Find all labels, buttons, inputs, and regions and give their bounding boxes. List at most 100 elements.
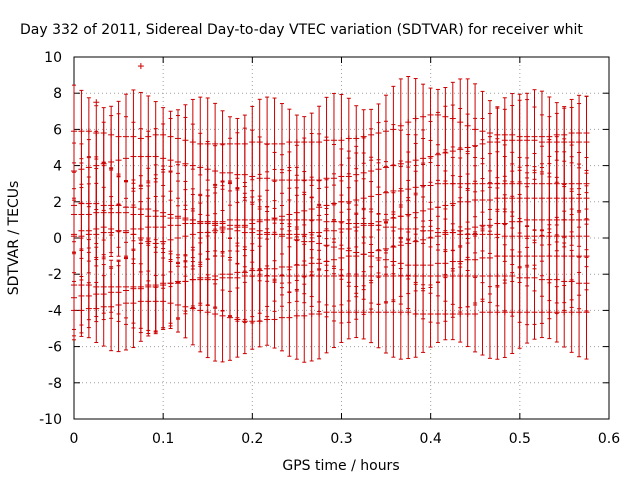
- data-point: [234, 274, 241, 281]
- data-point: [457, 273, 464, 280]
- data-point: [486, 139, 493, 146]
- data-point: [516, 274, 523, 281]
- y-tick-label: 2: [53, 195, 62, 211]
- error-bar: [101, 162, 106, 241]
- data-point: [212, 218, 219, 225]
- data-point: [494, 273, 501, 280]
- data-point: [301, 231, 308, 238]
- data-point: [330, 137, 337, 144]
- data-point: [278, 216, 285, 223]
- data-point: [256, 216, 263, 223]
- data-series: [71, 63, 590, 363]
- data-point: [375, 222, 382, 229]
- data-point: [390, 273, 397, 280]
- data-point: [486, 309, 493, 316]
- data-point: [226, 216, 233, 223]
- data-point: [472, 311, 479, 318]
- data-point: [219, 274, 226, 281]
- data-point: [486, 231, 493, 238]
- data-point: [412, 157, 419, 164]
- data-point: [338, 273, 345, 280]
- data-point: [219, 169, 226, 176]
- data-point: [316, 177, 323, 184]
- data-point: [516, 137, 523, 144]
- data-point: [278, 140, 285, 147]
- data-point: [561, 195, 568, 202]
- data-point: [197, 307, 204, 314]
- data-point: [78, 200, 85, 207]
- data-point: [241, 273, 248, 280]
- data-point: [93, 200, 100, 207]
- data-point: [271, 316, 278, 323]
- data-point: [420, 113, 427, 120]
- data-point: [516, 233, 523, 240]
- data-point: [219, 218, 226, 225]
- series-s9: [71, 216, 590, 240]
- data-point: [174, 278, 181, 285]
- data-point: [316, 216, 323, 223]
- data-point: [330, 218, 337, 225]
- data-point: [338, 173, 345, 180]
- data-point: [568, 139, 575, 146]
- data-point: [420, 155, 427, 162]
- data-point: [368, 222, 375, 229]
- data-point: [412, 225, 419, 232]
- data-point: [583, 233, 590, 240]
- data-point: [219, 312, 226, 319]
- data-point: [353, 171, 360, 178]
- data-point: [486, 273, 493, 280]
- outliers: [93, 63, 144, 106]
- data-point: [264, 216, 271, 223]
- data-point: [382, 224, 389, 231]
- x-tick-label: 0.3: [330, 431, 352, 447]
- error-bar: [406, 231, 411, 310]
- data-point: [122, 155, 129, 162]
- data-point: [78, 233, 85, 240]
- data-point: [167, 211, 174, 218]
- data-point: [345, 135, 352, 142]
- data-point: [160, 155, 167, 162]
- data-point: [353, 273, 360, 280]
- data-point: [271, 216, 278, 223]
- data-point: [85, 282, 92, 289]
- data-point: [174, 222, 181, 229]
- data-point: [360, 220, 367, 227]
- data-point: [256, 175, 263, 182]
- data-point: [427, 111, 434, 118]
- data-point: [464, 311, 471, 318]
- data-point: [204, 218, 211, 225]
- data-point: [382, 216, 389, 223]
- data-point: [204, 309, 211, 316]
- error-bar: [161, 243, 166, 330]
- error-bar: [86, 239, 91, 321]
- data-point: [122, 283, 129, 290]
- y-tick-label: 6: [53, 122, 62, 138]
- error-bar: [517, 93, 522, 168]
- x-tick-label: 0: [70, 431, 79, 447]
- data-point: [568, 309, 575, 316]
- data-point: [576, 195, 583, 202]
- data-point: [271, 273, 278, 280]
- data-point: [382, 273, 389, 280]
- data-point: [108, 202, 115, 209]
- data-point: [405, 273, 412, 280]
- y-tick-label: -6: [48, 340, 62, 356]
- data-point: [145, 153, 152, 160]
- data-point: [189, 220, 196, 227]
- error-bar: [569, 156, 574, 233]
- y-axis: -10 -8 -6 -4 -2 0 2 4 6 8 10: [39, 50, 609, 428]
- data-point: [108, 229, 115, 236]
- data-point: [301, 312, 308, 319]
- error-bar: [175, 254, 180, 320]
- data-point: [397, 309, 404, 316]
- data-point: [85, 128, 92, 135]
- data-point: [115, 283, 122, 290]
- data-point: [226, 225, 233, 232]
- data-point: [93, 99, 100, 106]
- data-point: [137, 225, 144, 232]
- data-point: [152, 153, 159, 160]
- data-point: [71, 282, 77, 289]
- data-point: [204, 166, 211, 173]
- data-point: [115, 202, 122, 209]
- data-point: [286, 177, 293, 184]
